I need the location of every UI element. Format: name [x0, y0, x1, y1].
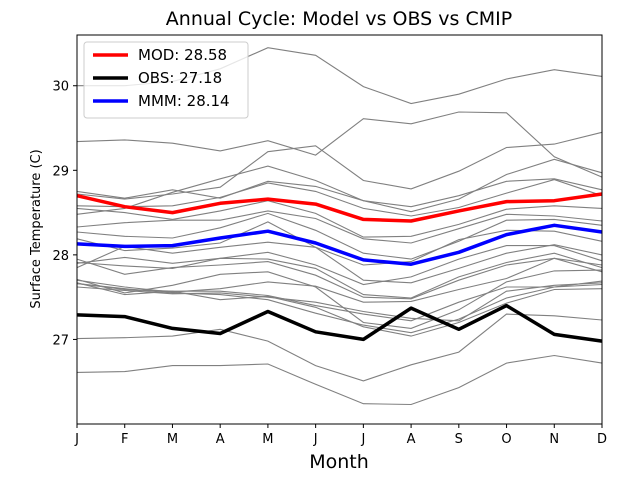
- x-tick-label: F: [121, 432, 128, 447]
- cmip-member-line-17: [76, 280, 603, 322]
- cmip-member-line-6: [76, 179, 603, 217]
- cmip-member-line-8: [76, 210, 603, 244]
- x-axis-label: Month: [309, 451, 369, 473]
- legend-label-obs: OBS: 27.18: [138, 69, 222, 87]
- y-axis-label: Surface Temperature (C): [29, 149, 44, 308]
- x-tick-label: A: [216, 432, 225, 447]
- series-line-mmm: [76, 223, 603, 266]
- cmip-member-line-5: [76, 178, 603, 208]
- x-tick-label: J: [313, 432, 318, 447]
- cmip-member-line-7: [76, 200, 603, 238]
- legend-label-mmm: MMM: 28.14: [138, 92, 230, 110]
- chart-title: Annual Cycle: Model vs OBS vs CMIP: [166, 8, 512, 30]
- legend-label-mod: MOD: 28.58: [138, 46, 227, 64]
- cmip-member-line-10: [76, 221, 603, 266]
- cmip-member-line-2: [76, 111, 603, 178]
- legend-box: [83, 41, 249, 119]
- x-tick-label: A: [407, 432, 416, 447]
- cmip-member-line-11: [76, 245, 603, 286]
- x-tick-label: M: [262, 432, 273, 447]
- legend: MOD: 28.58 OBS: 27.18 MMM: 28.14: [83, 41, 249, 119]
- y-tick-label: 28: [52, 249, 69, 264]
- cmip-member-line-18: [76, 282, 603, 322]
- y-tick-label: 30: [52, 80, 69, 95]
- y-tick-label: 29: [52, 164, 69, 179]
- x-tick-label: J: [74, 432, 79, 447]
- cmip-member-line-9: [76, 212, 603, 260]
- cmip-member-line-14: [76, 257, 603, 300]
- y-axis: 27 28 29 30: [52, 80, 77, 348]
- plot-area: [76, 47, 603, 406]
- x-tick-label: M: [167, 432, 178, 447]
- x-tick-label: O: [501, 432, 511, 447]
- series-line-mod: [76, 192, 603, 223]
- cmip-member-line-22: [76, 354, 603, 406]
- cmip-member-line-13: [76, 252, 603, 299]
- x-tick-label: D: [597, 432, 607, 447]
- cmip-member-line-12: [76, 241, 603, 284]
- cmip-member-line-4: [76, 131, 603, 200]
- x-tick-label: N: [549, 432, 559, 447]
- cmip-member-line-16: [76, 269, 603, 329]
- plot-frame: [76, 34, 603, 425]
- x-tick-label: S: [455, 432, 463, 447]
- series-line-obs: [76, 303, 603, 343]
- y-tick-label: 27: [52, 333, 69, 348]
- x-tick-label: J: [360, 432, 365, 447]
- cmip-member-line-21: [76, 313, 603, 382]
- cmip-member-line-20: [76, 282, 603, 337]
